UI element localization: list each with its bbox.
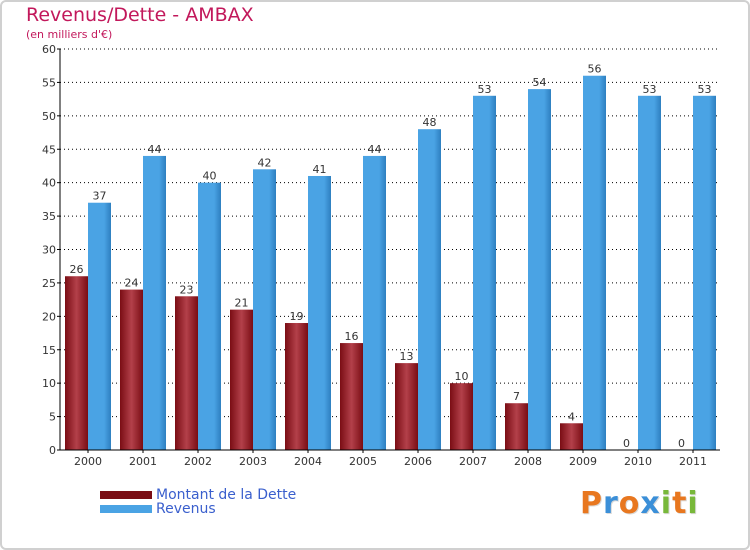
x-tick-label: 2007 [459, 455, 487, 468]
bar-debt [120, 289, 143, 450]
x-tick-label: 2003 [239, 455, 267, 468]
x-tick-label: 2002 [184, 455, 212, 468]
x-tick-label: 2006 [404, 455, 432, 468]
data-label-debt: 7 [513, 390, 520, 403]
chart-title: Revenus/Dette - AMBAX [26, 4, 254, 26]
data-label-debt: 0 [678, 437, 685, 450]
logo-letter: P [580, 486, 603, 521]
x-tick-label: 2008 [514, 455, 542, 468]
bar-revenue [418, 129, 441, 450]
bar-revenue [693, 95, 716, 451]
data-label-debt: 24 [125, 277, 139, 290]
bar-revenue [253, 169, 276, 451]
bar-debt [395, 363, 418, 450]
logo-letter: x [640, 486, 661, 521]
data-label-revenue: 53 [643, 83, 657, 96]
data-label-revenue: 53 [698, 83, 712, 96]
bar-revenue [143, 155, 166, 450]
data-label-debt: 4 [568, 410, 575, 423]
data-label-debt: 13 [400, 350, 414, 363]
bar-revenue [638, 95, 661, 451]
x-tick-label: 2005 [349, 455, 377, 468]
y-tick-label: 50 [42, 110, 56, 123]
y-tick-label: 30 [42, 244, 56, 257]
data-label-debt: 16 [345, 330, 359, 343]
y-tick-label: 5 [49, 411, 56, 424]
y-tick-label: 20 [42, 310, 56, 323]
bar-debt [450, 383, 473, 450]
data-label-revenue: 53 [478, 83, 492, 96]
x-tick-label: 2004 [294, 455, 322, 468]
data-label-debt: 19 [290, 310, 304, 323]
bar-revenue [363, 155, 386, 450]
data-label-revenue: 54 [533, 76, 547, 89]
logo-letter: r [603, 486, 619, 521]
bar-revenue [473, 95, 496, 451]
data-label-revenue: 42 [258, 156, 272, 169]
data-label-debt: 26 [70, 263, 84, 276]
data-label-revenue: 48 [423, 116, 437, 129]
x-tick-label: 2000 [74, 455, 102, 468]
x-tick-label: 2011 [679, 455, 707, 468]
data-label-revenue: 40 [203, 170, 217, 183]
bar-debt [175, 296, 198, 450]
proxiti-logo: Proxiti [580, 486, 699, 521]
data-label-revenue: 37 [93, 190, 107, 203]
bar-revenue [583, 75, 606, 450]
y-tick-label: 45 [42, 143, 56, 156]
data-label-debt: 21 [235, 297, 249, 310]
y-tick-label: 60 [42, 43, 56, 56]
y-tick-label: 10 [42, 377, 56, 390]
y-tick-label: 0 [49, 444, 56, 457]
y-tick-label: 25 [42, 277, 56, 290]
data-label-revenue: 44 [368, 143, 382, 156]
x-tick-label: 2010 [624, 455, 652, 468]
legend-label-debt: Montant de la Dette [156, 487, 297, 503]
logo-letter: t [672, 486, 688, 521]
x-tick-label: 2009 [569, 455, 597, 468]
bar-revenue [308, 175, 331, 450]
x-tick-label: 2001 [129, 455, 157, 468]
legend-swatch-debt [100, 491, 152, 499]
chart-subtitle: (en milliers d'€) [26, 28, 113, 41]
legend-label-revenue: Revenus [156, 501, 216, 517]
data-label-revenue: 56 [588, 63, 602, 76]
legend-swatch-revenue [100, 505, 152, 513]
y-tick-label: 40 [42, 177, 56, 190]
y-tick-label: 15 [42, 344, 56, 357]
data-label-debt: 0 [623, 437, 630, 450]
data-label-revenue: 41 [313, 163, 327, 176]
bar-revenue [528, 89, 551, 450]
data-label-debt: 10 [455, 370, 469, 383]
bar-revenue [88, 202, 111, 450]
bar-debt [560, 423, 583, 450]
bar-revenue [198, 182, 221, 450]
bar-debt [340, 343, 363, 450]
logo-letter: i [687, 486, 699, 521]
y-tick-label: 35 [42, 210, 56, 223]
data-label-revenue: 44 [148, 143, 162, 156]
logo-letter: o [618, 486, 641, 521]
y-tick-label: 55 [42, 76, 56, 89]
bar-debt [285, 323, 308, 450]
bar-debt [230, 309, 253, 450]
bar-debt [65, 276, 88, 450]
data-label-debt: 23 [180, 283, 194, 296]
logo-letter: i [660, 486, 673, 521]
bar-debt [505, 403, 528, 450]
